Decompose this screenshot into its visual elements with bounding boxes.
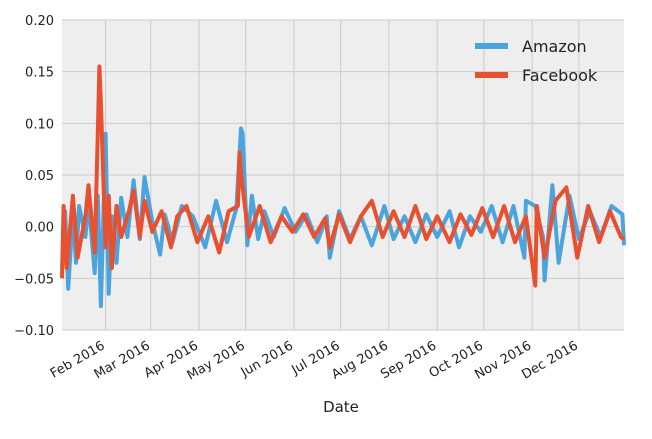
series-layer (60, 64, 626, 309)
legend-label: Amazon (522, 37, 587, 56)
y-tick-label: 0.00 (25, 221, 54, 236)
y-tick-label: −0.05 (14, 272, 54, 287)
y-tick-label: 0.05 (25, 169, 54, 184)
x-axis-label: Date (323, 398, 359, 416)
y-tick-label: −0.10 (14, 324, 54, 339)
y-tick-label: 0.15 (25, 66, 54, 81)
y-tick-label: 0.10 (25, 117, 54, 132)
x-tick-label: Jun 2016 (238, 338, 296, 380)
y-tick-label: 0.20 (25, 14, 54, 29)
series-line-facebook (60, 64, 626, 288)
legend: Amazon Facebook (475, 37, 598, 85)
y-axis-ticks: −0.10 −0.05 0.00 0.05 0.10 0.15 0.20 (14, 14, 54, 339)
legend-label: Facebook (522, 66, 598, 85)
